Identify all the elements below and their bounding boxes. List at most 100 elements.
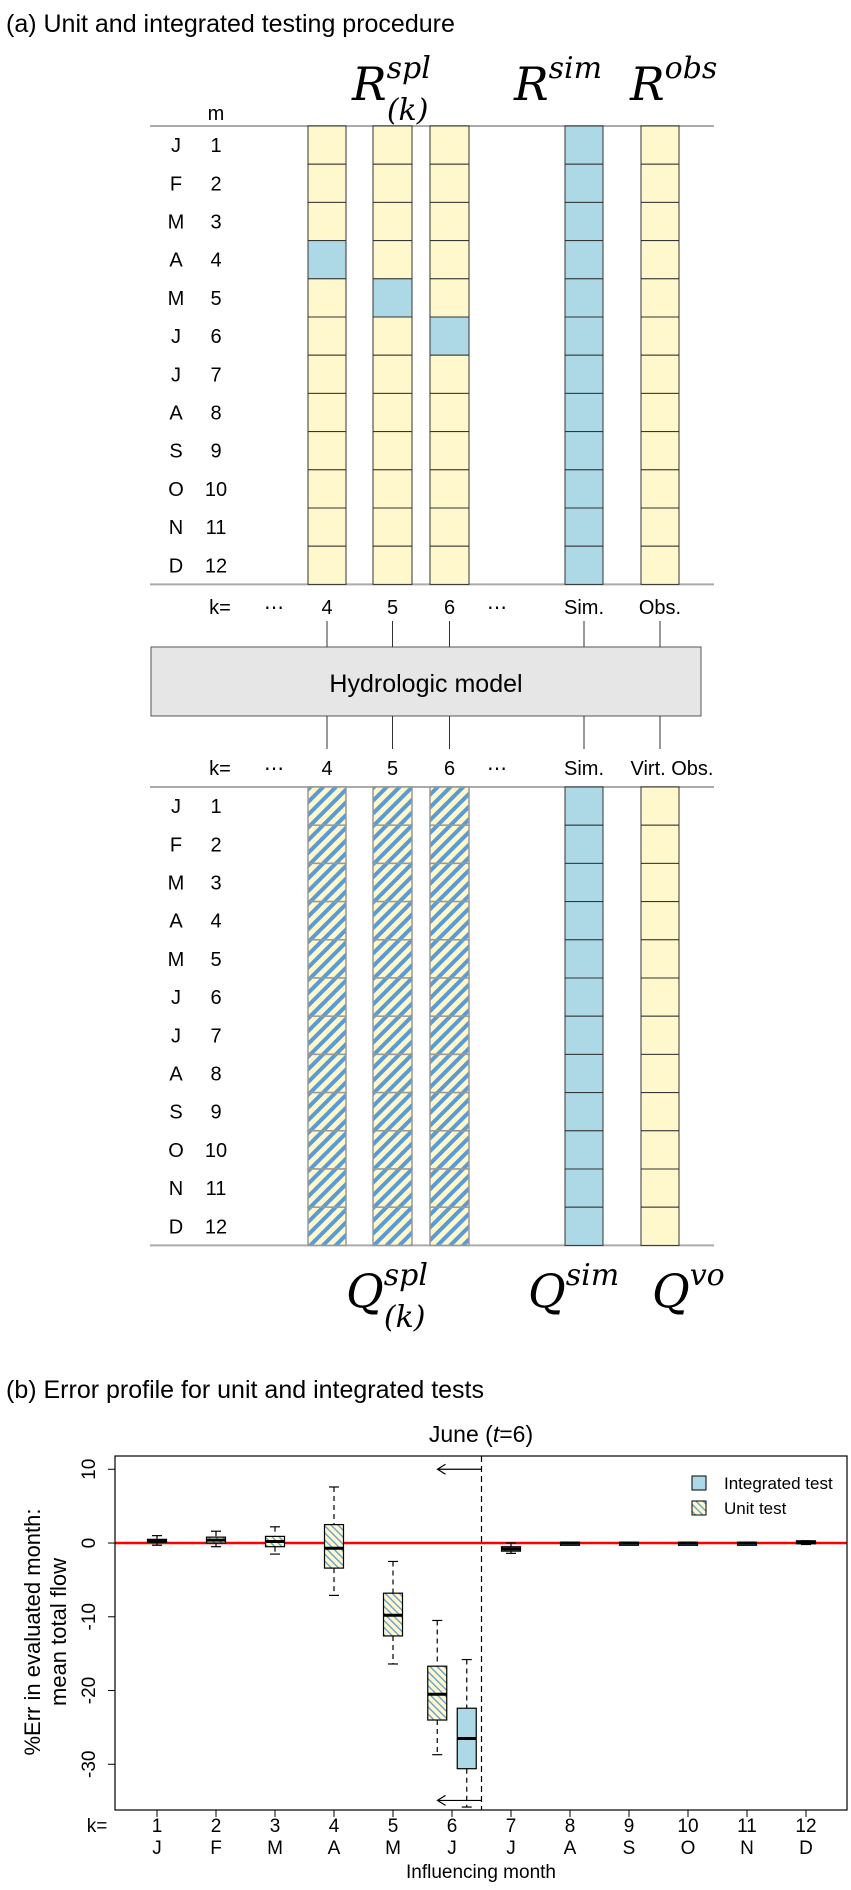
bottom-cell <box>640 786 680 826</box>
k-value: 6 <box>444 758 455 780</box>
top-cell <box>372 392 413 433</box>
top-cell <box>307 163 347 203</box>
x-tick-label: 7 <box>506 1816 517 1837</box>
top-cell <box>307 125 347 165</box>
month-letter: J <box>171 987 181 1009</box>
x-month-label: F <box>210 1838 222 1859</box>
bottom-cell <box>307 977 347 1017</box>
bottom-cell <box>564 1130 604 1170</box>
x-k-label: k= <box>87 1816 108 1837</box>
panel-b-title: (b) Error profile for unit and integrate… <box>6 1376 484 1404</box>
ellipsis: ⋯ <box>264 597 284 619</box>
bottom-cell <box>564 977 604 1017</box>
bottom-cell <box>307 1015 347 1056</box>
bottom-cell <box>307 900 347 941</box>
bottom-cell <box>564 1015 604 1055</box>
bottom-cell <box>307 862 347 903</box>
top-cell <box>429 469 470 509</box>
bottom-cell <box>429 1015 470 1056</box>
top-cell <box>372 201 413 242</box>
bottom-cell <box>564 1053 604 1094</box>
legend-swatch <box>691 1475 707 1491</box>
month-number: 2 <box>210 834 221 856</box>
month-letter: M <box>168 212 185 234</box>
month-number: 7 <box>210 364 221 386</box>
month-number: 4 <box>210 250 221 272</box>
top-cell <box>564 125 604 165</box>
box-k9-integrated <box>618 1541 640 1546</box>
x-axis-label: Influencing month <box>406 1862 556 1883</box>
month-letter: S <box>169 1102 182 1124</box>
month-number: 6 <box>210 326 221 348</box>
hydrologic-model-label: Hydrologic model <box>329 670 522 698</box>
top-cell <box>372 163 413 203</box>
bottom-cell <box>640 1092 680 1132</box>
x-month-label: S <box>623 1838 636 1859</box>
x-month-label: M <box>267 1838 283 1859</box>
top-cell <box>640 469 680 509</box>
top-cell <box>429 201 470 242</box>
top-cell <box>640 354 680 394</box>
x-tick-label: 3 <box>270 1816 281 1837</box>
bottom-cell <box>429 786 470 826</box>
x-month-label: J <box>447 1838 457 1859</box>
k-value: 5 <box>387 597 398 619</box>
ellipsis: ⋯ <box>487 758 507 780</box>
bottom-cell <box>372 1015 413 1056</box>
top-cell <box>564 507 604 547</box>
top-cell <box>564 278 604 318</box>
bottom-cell <box>640 1206 680 1246</box>
left-arrow-icon <box>436 1463 482 1475</box>
month-number: 9 <box>210 1102 221 1124</box>
top-cell <box>564 201 604 242</box>
top-cell <box>429 316 470 356</box>
top-cell <box>307 316 347 356</box>
y-axis-label-line2: mean total flow <box>46 1558 71 1706</box>
month-number: 8 <box>210 403 221 425</box>
top-table: J 1 F 2 M 3 A 4 M 5 J 6 J 7 A 8 S 9 O 10 N 11 D 12 <box>150 125 714 586</box>
plot-frame <box>114 1455 848 1811</box>
top-cell <box>640 201 680 242</box>
bottom-cell <box>372 1053 413 1094</box>
top-cell <box>429 163 470 203</box>
bottom-cell <box>307 1206 347 1247</box>
top-cell <box>307 392 347 433</box>
bottom-cell <box>307 824 347 865</box>
top-cell <box>429 507 470 547</box>
k-value: 6 <box>444 597 455 619</box>
bottom-cell <box>640 862 680 903</box>
top-cell <box>372 354 413 394</box>
x-month-label: J <box>152 1838 162 1859</box>
ellipsis: ⋯ <box>487 597 507 619</box>
bottom-cell <box>429 862 470 903</box>
bottom-cell <box>372 900 413 941</box>
month-letter: D <box>169 555 183 577</box>
month-number: 10 <box>205 1140 227 1162</box>
bottom-cell <box>429 977 470 1017</box>
month-letter: F <box>170 173 182 195</box>
bottom-cell <box>429 900 470 941</box>
box-k6-unit <box>427 1619 448 1756</box>
month-letter: N <box>169 517 183 539</box>
box-k7-unit <box>500 1542 522 1554</box>
top-cell <box>372 545 413 585</box>
y-tick-label: -30 <box>79 1751 100 1778</box>
y-tick-label: -20 <box>79 1677 100 1704</box>
x-tick-label: 2 <box>211 1816 222 1837</box>
month-letter: J <box>171 364 181 386</box>
box-k5-unit <box>382 1560 404 1665</box>
r-spl-label: Rspl (k) <box>351 51 431 128</box>
bottom-k-row: k= ⋯ ⋯ 4 5 6 Sim. Virt. Obs. <box>209 758 713 780</box>
x-month-label: D <box>799 1838 813 1859</box>
bottom-table: J 1 F 2 M 3 A 4 M 5 J 6 J 7 A 8 S 9 O 10 N 11 D 12 <box>150 786 714 1247</box>
legend-label: Integrated test <box>724 1474 833 1493</box>
top-cell <box>564 545 604 585</box>
bottom-cell <box>372 1206 413 1247</box>
top-cell <box>640 316 680 356</box>
box-k8-integrated <box>559 1541 581 1546</box>
top-headers: Rspl (k) Rsim Robs m <box>208 51 718 128</box>
x-tick-label: 9 <box>624 1816 635 1837</box>
connectors <box>326 621 661 749</box>
k-value: 5 <box>387 758 398 780</box>
bottom-cell <box>429 824 470 865</box>
